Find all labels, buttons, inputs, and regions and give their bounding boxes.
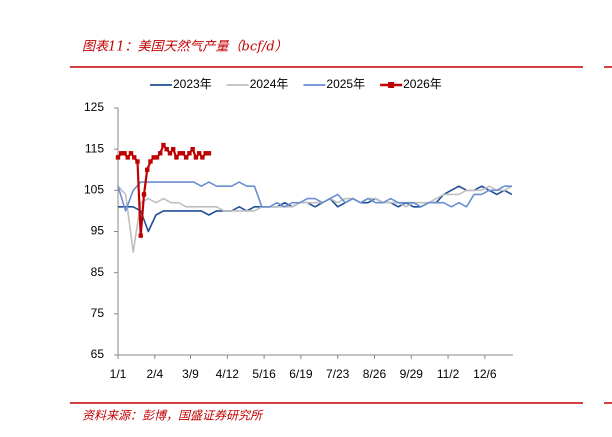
series-marker bbox=[203, 151, 208, 156]
x-tick-label: 5/16 bbox=[252, 367, 276, 381]
series-marker bbox=[167, 151, 173, 156]
series-line bbox=[117, 181, 512, 212]
series-marker bbox=[148, 159, 153, 164]
series-marker bbox=[170, 146, 176, 152]
legend-label: 2025年 bbox=[326, 77, 365, 91]
series-marker bbox=[128, 151, 134, 156]
y-tick-label: 115 bbox=[85, 141, 104, 155]
x-tick-label: 3/9 bbox=[182, 367, 199, 381]
chart-title: 图表11：美国天然气产量（bcf/d） bbox=[82, 39, 288, 55]
series-marker bbox=[154, 155, 160, 160]
legend-label: 2023年 bbox=[173, 77, 212, 91]
legend-label: 2026年 bbox=[403, 77, 442, 91]
x-tick-label: 8/26 bbox=[363, 367, 387, 381]
series-line bbox=[117, 185, 513, 253]
x-tick-label: 7/23 bbox=[326, 367, 350, 381]
series-marker bbox=[193, 155, 199, 160]
series-marker bbox=[115, 155, 121, 160]
series-line bbox=[118, 185, 513, 233]
series-marker bbox=[138, 233, 143, 238]
series-marker bbox=[190, 146, 195, 152]
series-marker bbox=[145, 167, 150, 172]
series-marker bbox=[183, 155, 189, 160]
x-tick-label: 9/29 bbox=[400, 367, 424, 381]
x-tick-label: 6/19 bbox=[289, 367, 313, 381]
y-tick-label: 125 bbox=[84, 100, 104, 114]
series-marker bbox=[180, 151, 186, 156]
series-marker bbox=[174, 155, 179, 160]
series-marker bbox=[141, 192, 147, 197]
series-marker bbox=[132, 155, 137, 160]
legend-marker bbox=[388, 82, 395, 88]
source-note: 资料来源：彭博，国盛证券研究所 bbox=[82, 409, 264, 423]
series-marker bbox=[206, 151, 212, 156]
series-marker bbox=[135, 159, 140, 164]
x-tick-label: 2/4 bbox=[146, 367, 163, 381]
series-marker bbox=[158, 151, 163, 156]
series-marker bbox=[200, 155, 205, 160]
legend-label: 2024年 bbox=[250, 77, 289, 91]
series-marker bbox=[122, 151, 127, 156]
y-tick-label: 95 bbox=[91, 224, 105, 238]
y-tick-label: 85 bbox=[91, 265, 105, 279]
series-marker bbox=[196, 151, 202, 156]
series-marker bbox=[151, 155, 156, 160]
x-tick-label: 11/2 bbox=[437, 367, 460, 381]
series-marker bbox=[161, 142, 166, 148]
y-tick-label: 75 bbox=[91, 306, 105, 320]
x-tick-label: 1/1 bbox=[110, 367, 127, 381]
series-marker bbox=[119, 151, 124, 156]
series-marker bbox=[164, 146, 169, 152]
x-tick-label: 12/6 bbox=[473, 367, 497, 381]
x-tick-label: 4/12 bbox=[216, 367, 240, 381]
series-marker bbox=[187, 151, 192, 156]
y-tick-label: 65 bbox=[91, 347, 105, 361]
y-tick-label: 105 bbox=[84, 183, 104, 197]
series-marker bbox=[177, 151, 182, 156]
series-marker bbox=[125, 155, 130, 160]
